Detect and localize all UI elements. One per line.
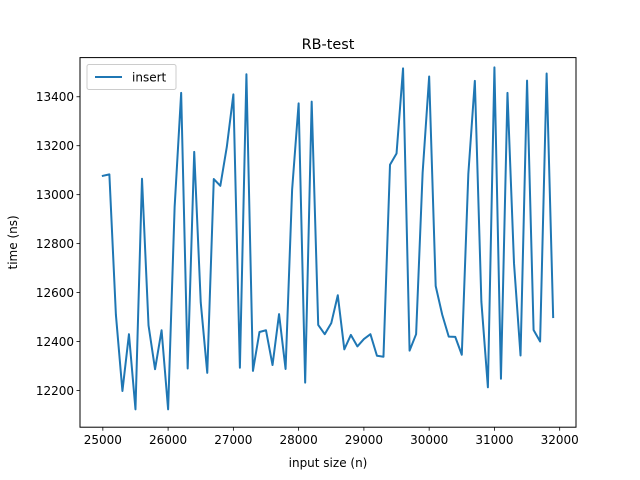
data-point bbox=[356, 345, 358, 347]
data-point bbox=[435, 285, 437, 287]
data-point bbox=[461, 354, 463, 356]
data-point bbox=[252, 370, 254, 372]
data-point bbox=[298, 102, 300, 104]
data-point bbox=[474, 80, 476, 82]
data-point bbox=[134, 408, 136, 410]
data-point bbox=[552, 316, 554, 318]
y-axis-label: time (ns) bbox=[6, 215, 20, 269]
legend-label-insert: insert bbox=[132, 71, 167, 85]
data-point bbox=[337, 294, 339, 296]
data-point bbox=[200, 301, 202, 303]
legend: insert bbox=[86, 64, 177, 90]
data-point bbox=[285, 368, 287, 370]
data-point bbox=[546, 73, 548, 75]
data-point bbox=[350, 334, 352, 336]
series-line-insert bbox=[101, 66, 555, 411]
data-point bbox=[441, 314, 443, 316]
data-point bbox=[258, 331, 260, 333]
data-point bbox=[533, 329, 535, 331]
y-tick-label: 12200 bbox=[36, 384, 74, 398]
data-point bbox=[330, 322, 332, 324]
x-tick-label: 25000 bbox=[84, 433, 122, 447]
data-point bbox=[291, 189, 293, 191]
data-point bbox=[239, 367, 241, 369]
data-point bbox=[115, 314, 117, 316]
data-point bbox=[174, 206, 176, 208]
data-point bbox=[148, 324, 150, 326]
x-axis-ticks: 25000 26000 27000 28000 29000 30000 31000 32000 bbox=[84, 427, 579, 447]
data-point bbox=[317, 324, 319, 326]
data-point bbox=[376, 355, 378, 357]
y-tick-label: 12800 bbox=[36, 237, 74, 251]
x-tick-label: 30000 bbox=[410, 433, 448, 447]
data-point bbox=[245, 73, 247, 75]
data-point bbox=[454, 336, 456, 338]
x-tick-label: 26000 bbox=[149, 433, 187, 447]
y-tick-label: 13400 bbox=[36, 90, 74, 104]
data-point bbox=[180, 92, 182, 94]
data-point bbox=[311, 101, 313, 103]
data-point bbox=[154, 368, 156, 370]
data-point bbox=[324, 333, 326, 335]
chart-title: RB-test bbox=[302, 37, 355, 53]
data-point bbox=[363, 338, 365, 340]
x-tick-label: 29000 bbox=[345, 433, 383, 447]
data-point bbox=[382, 356, 384, 358]
data-point bbox=[422, 172, 424, 174]
data-point bbox=[219, 185, 221, 187]
y-tick-label: 13000 bbox=[36, 188, 74, 202]
data-point bbox=[500, 378, 502, 380]
data-point bbox=[193, 151, 195, 153]
y-tick-label: 12600 bbox=[36, 286, 74, 300]
y-tick-label: 13200 bbox=[36, 139, 74, 153]
legend-box bbox=[86, 64, 177, 90]
data-point bbox=[304, 382, 306, 384]
data-point bbox=[539, 341, 541, 343]
y-axis-ticks: 12200 12400 12600 12800 13000 13200 13400 bbox=[36, 90, 80, 398]
data-point bbox=[409, 350, 411, 352]
data-point bbox=[428, 75, 430, 77]
data-point bbox=[121, 390, 123, 392]
data-point bbox=[369, 333, 371, 335]
data-point bbox=[396, 153, 398, 155]
data-point bbox=[265, 329, 267, 331]
data-point bbox=[213, 178, 215, 180]
data-point bbox=[108, 173, 110, 175]
data-point bbox=[448, 336, 450, 338]
data-point bbox=[187, 367, 189, 369]
data-point bbox=[141, 178, 143, 180]
data-point bbox=[487, 386, 489, 388]
x-axis-label: input size (n) bbox=[289, 456, 368, 470]
data-point bbox=[520, 354, 522, 356]
data-point bbox=[232, 93, 234, 95]
data-point bbox=[226, 146, 228, 148]
y-tick-label: 12400 bbox=[36, 335, 74, 349]
data-point bbox=[493, 66, 495, 68]
data-point bbox=[102, 175, 104, 177]
x-tick-label: 31000 bbox=[475, 433, 513, 447]
x-tick-label: 27000 bbox=[214, 433, 252, 447]
data-point bbox=[513, 262, 515, 264]
data-point bbox=[526, 80, 528, 82]
plot-area bbox=[101, 66, 555, 411]
data-point bbox=[272, 364, 274, 366]
data-point bbox=[167, 408, 169, 410]
axes-frame bbox=[79, 57, 577, 428]
x-tick-label: 28000 bbox=[280, 433, 318, 447]
x-tick-label: 32000 bbox=[541, 433, 579, 447]
data-point bbox=[278, 313, 280, 315]
data-point bbox=[389, 164, 391, 166]
data-point bbox=[506, 92, 508, 94]
data-point bbox=[161, 329, 163, 331]
data-point bbox=[402, 67, 404, 69]
data-point bbox=[206, 372, 208, 374]
data-point bbox=[343, 348, 345, 350]
data-point bbox=[467, 173, 469, 175]
data-point bbox=[415, 333, 417, 335]
data-point bbox=[480, 301, 482, 303]
data-point bbox=[128, 333, 130, 335]
